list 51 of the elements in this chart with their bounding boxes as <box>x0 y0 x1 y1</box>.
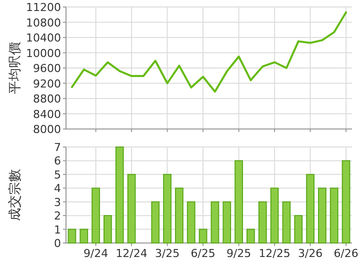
bar <box>234 160 243 244</box>
bar <box>294 215 303 244</box>
bar <box>186 201 196 244</box>
bar <box>104 215 112 244</box>
bar <box>306 174 314 244</box>
x-tick-label: 9/25 <box>226 247 252 260</box>
bar <box>198 228 208 244</box>
y-tick-label: 7 <box>54 141 61 154</box>
bar <box>68 228 76 244</box>
bar <box>222 201 232 244</box>
x-tick-label: 6/25 <box>190 247 216 260</box>
y-tick-label: 8000 <box>33 123 61 136</box>
bar <box>210 201 220 244</box>
y-axis-title: 成交宗數 <box>7 169 23 221</box>
bar <box>342 160 350 244</box>
y-tick-label: 4 <box>54 182 61 196</box>
y-tick-label: 8400 <box>33 108 61 121</box>
y-tick-label: 6 <box>54 154 61 168</box>
y-tick-label: 9600 <box>33 62 61 75</box>
bar <box>151 201 160 244</box>
x-tick-label: 12/24 <box>116 247 148 260</box>
y-tick-label: 11200 <box>26 1 61 14</box>
bar <box>175 188 184 244</box>
y-tick-label: 3 <box>54 196 61 209</box>
bar <box>258 201 267 244</box>
bar <box>163 174 172 244</box>
x-tick-label: 9/24 <box>83 247 108 260</box>
bar <box>270 188 279 244</box>
bar <box>127 174 136 244</box>
bar <box>80 228 88 244</box>
y-tick-label: 2 <box>54 210 61 223</box>
y-tick-label: 1 <box>54 223 61 236</box>
y-tick-label: 10400 <box>26 32 61 44</box>
bar <box>318 188 326 244</box>
x-tick-label: 3/25 <box>154 247 180 260</box>
y-tick-label: 9200 <box>33 77 61 90</box>
y-tick-label: 5 <box>54 168 61 182</box>
bar <box>246 228 255 244</box>
x-tick-label: 3/26 <box>298 247 323 260</box>
y-tick-label: 10800 <box>26 16 61 30</box>
bar <box>115 146 124 244</box>
x-tick-label: 6/26 <box>334 247 358 260</box>
y-axis-title: 平均呎價 <box>8 42 23 94</box>
bar <box>330 188 338 244</box>
line-series <box>70 11 348 93</box>
bar <box>92 188 100 244</box>
y-tick-label: 8800 <box>33 92 61 106</box>
x-tick-label: 12/25 <box>258 247 290 260</box>
bar <box>282 201 291 244</box>
y-tick-label: 0 <box>54 237 61 250</box>
y-tick-label: 10000 <box>26 46 61 60</box>
